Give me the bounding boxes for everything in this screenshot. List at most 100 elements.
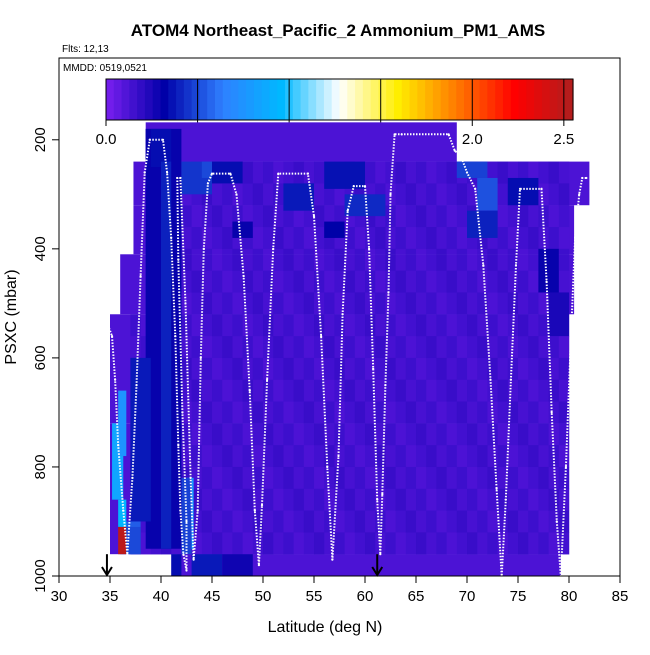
- heatmap-cell: [456, 510, 468, 533]
- heatmap-cell: [232, 510, 243, 533]
- heatmap-cell: [456, 423, 468, 446]
- plot-frame: [58, 57, 621, 577]
- heatmap-cell: [548, 466, 560, 490]
- heatmap-cell: [395, 336, 407, 359]
- heatmap-cell: [426, 205, 437, 228]
- heatmap-cell: [405, 205, 417, 228]
- heatmap-cell: [354, 357, 366, 381]
- heatmap-cell: [344, 445, 356, 468]
- heatmap-cell: [497, 205, 509, 228]
- heatmap-cell: [416, 205, 427, 228]
- heatmap-cell: [456, 466, 468, 490]
- heatmap-cell: [222, 510, 233, 533]
- heatmap-cell: [191, 314, 203, 337]
- heatmap-cell: [518, 445, 529, 468]
- heatmap-cell: [283, 205, 294, 228]
- flight-track-point: [161, 138, 165, 141]
- heatmap-cell: [273, 357, 284, 381]
- flight-track-point: [474, 187, 477, 190]
- heatmap-cell: [507, 379, 519, 402]
- heatmap-cell: [232, 270, 243, 293]
- colorbar-segment: [541, 79, 551, 120]
- flight-track-point: [482, 264, 485, 267]
- heatmap-cell: [395, 401, 407, 424]
- heatmap-cell: [416, 314, 427, 337]
- heatmap-cell: [354, 248, 366, 271]
- heatmap-cell: [252, 183, 264, 206]
- flight-track-point: [341, 313, 344, 316]
- flight-track-point: [393, 133, 396, 136]
- heatmap-cell: [436, 314, 447, 337]
- heatmap-cell: [212, 227, 223, 250]
- heatmap-cell: [232, 248, 243, 271]
- position-arrow-head: [101, 566, 113, 577]
- flight-track-point: [257, 563, 261, 567]
- flight-track-point: [574, 236, 577, 240]
- heatmap-cell: [283, 248, 294, 271]
- heatmap-cell: [252, 423, 264, 446]
- heatmap-cell: [467, 314, 478, 337]
- heatmap-cell: [263, 314, 274, 337]
- x-tick-label: 75: [510, 588, 527, 605]
- y-tick-label: 200: [32, 127, 49, 152]
- heatmap-cell: [242, 466, 254, 490]
- heatmap-cell: [181, 248, 192, 271]
- heatmap-cell: [467, 210, 498, 238]
- heatmap-cell: [467, 227, 478, 250]
- heatmap-cell: [395, 183, 407, 206]
- heatmap-cell: [456, 292, 468, 315]
- heatmap-cell: [334, 292, 345, 315]
- heatmap-cell: [293, 488, 305, 511]
- flight-track-point: [196, 509, 199, 512]
- heatmap-cell: [507, 227, 519, 250]
- heatmap-cell: [436, 227, 447, 250]
- heatmap-cell: [477, 336, 488, 359]
- heatmap-cell: [252, 510, 264, 533]
- flight-track-point: [235, 193, 238, 196]
- heatmap-cell: [118, 526, 127, 555]
- colorbar-tick-label: 0.0: [96, 131, 117, 148]
- heatmap-cell: [538, 161, 549, 184]
- x-tick-label: 85: [612, 588, 629, 605]
- heatmap-cell: [436, 183, 447, 206]
- heatmap-cell: [293, 205, 305, 228]
- heatmap-cell: [334, 336, 345, 359]
- heatmap-cell: [171, 554, 182, 576]
- heatmap-cell: [324, 379, 335, 402]
- heatmap-cell: [467, 270, 478, 293]
- heatmap-cell: [538, 510, 549, 533]
- heatmap-cell: [283, 161, 294, 184]
- heatmap-cell: [365, 510, 376, 533]
- heatmap-cell: [436, 270, 447, 293]
- heatmap-cell: [375, 423, 386, 446]
- heatmap-cell: [375, 357, 386, 381]
- heatmap-cell: [232, 379, 243, 402]
- heatmap-cell: [232, 314, 243, 337]
- flight-track-point: [177, 258, 180, 261]
- heatmap-cell: [528, 205, 539, 228]
- heatmap-cell: [497, 379, 509, 402]
- flight-track-point: [379, 553, 382, 556]
- heatmap-cell: [303, 532, 315, 555]
- heatmap-cell: [263, 488, 274, 511]
- heatmap-cell: [201, 510, 213, 533]
- heatmap-cell: [518, 336, 529, 359]
- flight-track-point: [495, 487, 498, 490]
- flight-track-point: [564, 465, 568, 469]
- heatmap-cell: [446, 205, 458, 228]
- colorbar-segment: [331, 79, 341, 120]
- heatmap-cell: [314, 423, 325, 446]
- heatmap-cell: [385, 248, 396, 271]
- heatmap-cell: [365, 357, 376, 381]
- heatmap-cell: [212, 248, 223, 271]
- heatmap-cell: [112, 423, 124, 500]
- heatmap-cell: [242, 183, 254, 206]
- heatmap-cell: [426, 270, 437, 293]
- heatmap-cell: [538, 314, 549, 337]
- heatmap-cell: [365, 532, 376, 555]
- heatmap-cell: [344, 357, 356, 381]
- flight-track-point: [447, 133, 450, 136]
- colorbar-segment: [417, 79, 426, 120]
- heatmap-cell: [416, 510, 427, 533]
- heatmap-cell: [344, 401, 356, 424]
